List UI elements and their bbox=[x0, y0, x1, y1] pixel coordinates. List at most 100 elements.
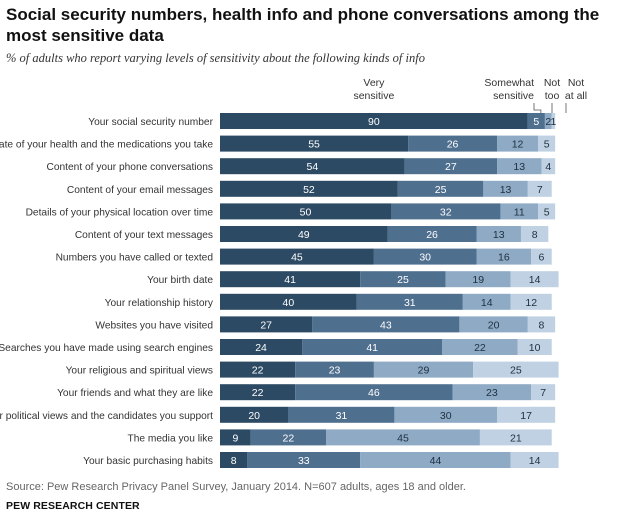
bar-segment bbox=[497, 135, 539, 152]
bar-segment bbox=[220, 158, 405, 175]
data-label: 25 bbox=[510, 365, 522, 377]
data-label: 29 bbox=[418, 365, 430, 377]
bar-segment bbox=[483, 180, 528, 197]
data-label: 22 bbox=[252, 387, 264, 399]
data-label: 13 bbox=[513, 161, 525, 173]
data-label: 17 bbox=[520, 410, 532, 422]
data-label: 23 bbox=[329, 365, 341, 377]
data-label: 9 bbox=[232, 432, 238, 444]
data-label: 52 bbox=[303, 184, 315, 196]
bar-segment bbox=[500, 203, 539, 220]
data-label: 21 bbox=[510, 432, 522, 444]
bar-segment bbox=[247, 452, 361, 468]
bar-segment bbox=[520, 226, 549, 242]
data-label: 13 bbox=[493, 229, 505, 241]
data-label: 2 bbox=[545, 116, 551, 128]
data-label: 16 bbox=[498, 252, 510, 264]
bar-segment bbox=[220, 293, 357, 310]
bar-segment bbox=[538, 203, 556, 220]
bar-segment bbox=[220, 339, 303, 355]
legend-header-label: Very bbox=[363, 77, 385, 89]
legend-header-label: sensitive bbox=[353, 90, 394, 102]
data-label: 27 bbox=[260, 319, 272, 331]
data-label: 44 bbox=[430, 455, 442, 467]
bar-segment bbox=[531, 248, 552, 265]
bar-segment bbox=[220, 226, 388, 242]
bar-segment bbox=[220, 384, 296, 401]
category-label: Your basic purchasing habits bbox=[83, 456, 213, 467]
bar-segment bbox=[476, 248, 532, 265]
bar-segment bbox=[295, 384, 453, 401]
legend-header-label: sensitive bbox=[493, 90, 534, 102]
legend-header-label: at all bbox=[565, 90, 587, 102]
bar-segment bbox=[408, 135, 498, 152]
data-label: 55 bbox=[308, 139, 320, 151]
data-label: 30 bbox=[419, 252, 431, 264]
bar-segment bbox=[538, 135, 556, 152]
category-label: Websites you have visited bbox=[95, 320, 213, 331]
data-label: 8 bbox=[532, 229, 538, 241]
bar-segment bbox=[220, 316, 313, 333]
data-label: 1 bbox=[551, 116, 557, 128]
data-label: 31 bbox=[336, 410, 348, 422]
data-label: 7 bbox=[537, 184, 543, 196]
bar-segment bbox=[326, 429, 480, 446]
data-label: 26 bbox=[447, 139, 459, 151]
data-label: 14 bbox=[529, 274, 541, 286]
category-label: Numbers you have called or texted bbox=[56, 253, 214, 264]
category-label: Your political views and the candidates … bbox=[0, 411, 213, 422]
data-label: 45 bbox=[291, 252, 303, 264]
bar-segment bbox=[360, 271, 446, 288]
bar-segment bbox=[527, 316, 556, 333]
data-label: 40 bbox=[283, 297, 295, 309]
category-label: Your religious and spiritual views bbox=[66, 366, 213, 377]
chart-title: Social security numbers, health info and… bbox=[6, 5, 600, 45]
data-label: 4 bbox=[545, 161, 551, 173]
organization-label: PEW RESEARCH CENTER bbox=[6, 500, 140, 512]
bar-segment bbox=[295, 361, 374, 378]
category-label: State of your health and the medications… bbox=[0, 140, 213, 151]
data-label: 41 bbox=[284, 274, 296, 286]
bar-segment bbox=[459, 316, 528, 333]
bar-segment bbox=[404, 158, 498, 175]
bar-segment bbox=[479, 429, 552, 446]
bar-segment bbox=[220, 248, 374, 265]
bar-segment bbox=[356, 293, 463, 310]
data-label: 25 bbox=[397, 274, 409, 286]
bar-segment bbox=[541, 158, 556, 175]
bar-segment bbox=[531, 384, 556, 401]
data-label: 6 bbox=[539, 252, 545, 264]
data-label: 8 bbox=[539, 319, 545, 331]
bar-segment bbox=[517, 339, 552, 355]
bar-segment bbox=[387, 226, 477, 242]
data-label: 33 bbox=[298, 455, 310, 467]
bar-segment bbox=[544, 113, 552, 129]
data-label: 8 bbox=[231, 455, 237, 467]
bar-segment bbox=[360, 452, 511, 468]
category-label: Details of your physical location over t… bbox=[26, 207, 214, 218]
bar-segment bbox=[391, 203, 501, 220]
bar-segment bbox=[220, 180, 398, 197]
data-label: 20 bbox=[248, 410, 260, 422]
data-label: 14 bbox=[529, 455, 541, 467]
bar-segment bbox=[476, 226, 521, 242]
data-label: 23 bbox=[486, 387, 498, 399]
data-label: 26 bbox=[426, 229, 438, 241]
data-label: 50 bbox=[300, 206, 312, 218]
data-label: 7 bbox=[540, 387, 546, 399]
data-label: 49 bbox=[298, 229, 310, 241]
data-label: 43 bbox=[380, 319, 392, 331]
bar-segment bbox=[497, 406, 556, 423]
category-label: Your relationship history bbox=[105, 298, 214, 309]
bar-segment bbox=[527, 180, 552, 197]
bar-segment bbox=[497, 158, 542, 175]
legend-header-label: too bbox=[545, 90, 560, 102]
bar-segment bbox=[373, 248, 477, 265]
bar-segment bbox=[250, 429, 327, 446]
data-label: 90 bbox=[368, 116, 380, 128]
bar-segment bbox=[312, 316, 460, 333]
legend-header-label: Not bbox=[568, 77, 584, 89]
data-label: 14 bbox=[481, 297, 493, 309]
bar-segment bbox=[510, 293, 552, 310]
bar-segment bbox=[220, 135, 409, 152]
